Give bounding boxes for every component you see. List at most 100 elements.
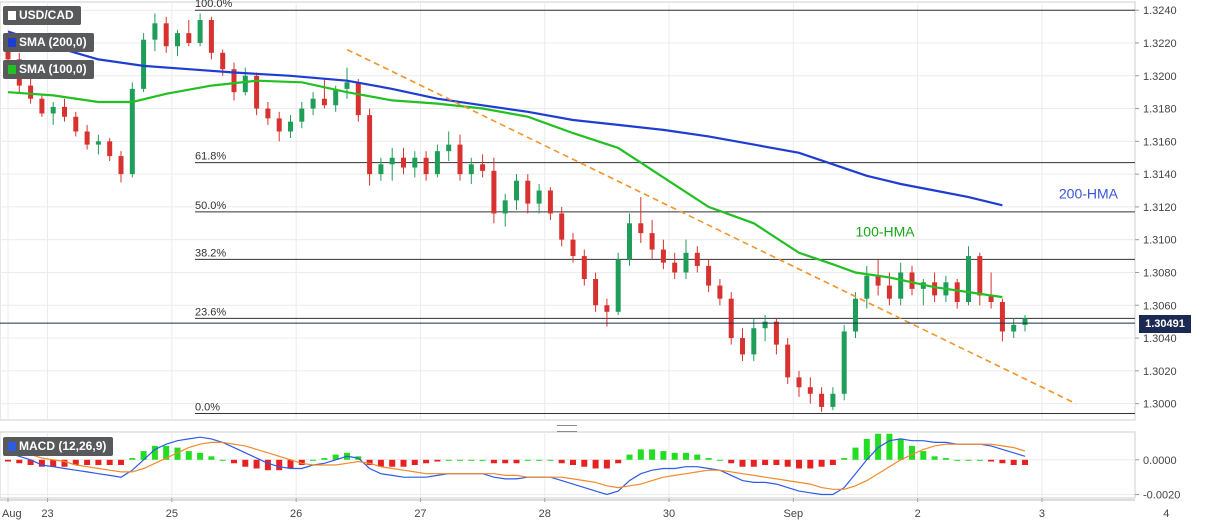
macd-histogram-bar [739, 459, 746, 467]
hma-annotation: 200-HMA [1059, 186, 1119, 202]
resistance-trendline [346, 48, 1077, 405]
candle-body [73, 116, 79, 132]
macd-histogram-bar [502, 459, 509, 464]
candle-body [954, 282, 960, 302]
fib-level-label: 50.0% [195, 200, 226, 212]
candle-body [875, 275, 881, 286]
macd-histogram-bar [773, 459, 780, 465]
macd-histogram-bar [999, 459, 1006, 464]
x-tick-label: Sep [784, 508, 804, 520]
macd-histogram-bar [705, 458, 712, 460]
x-tick-label: 25 [166, 508, 178, 520]
sma200-swatch-icon [8, 38, 16, 47]
candle-body [84, 131, 90, 145]
candle-body [265, 108, 271, 119]
macd-histogram-bar [50, 459, 57, 467]
candle-body [62, 106, 67, 117]
macd-histogram-bar [988, 459, 995, 462]
candle-body [841, 331, 847, 394]
sma200-badge[interactable]: SMA (200,0) [3, 33, 94, 52]
macd-histogram-bar [920, 451, 927, 460]
macd-histogram-bar [264, 459, 271, 471]
candle-body [152, 23, 158, 40]
candle-body [208, 20, 214, 53]
hma100-line [7, 79, 1003, 299]
x-tick-label: Aug [2, 508, 22, 520]
macd-histogram-bar [954, 459, 961, 461]
macd-histogram-bar [796, 459, 802, 469]
macd-histogram-bar [513, 459, 520, 464]
macd-histogram-bar [174, 447, 181, 460]
x-tick-label: 30 [663, 508, 675, 520]
macd-histogram-bar [807, 459, 814, 469]
macd-histogram-bar [671, 452, 678, 460]
candle-body [570, 239, 576, 257]
candle-body [638, 223, 644, 234]
y-tick-label: 1.3220 [1143, 38, 1177, 50]
candle-body [886, 285, 892, 299]
candle-body [999, 301, 1005, 332]
candle-body [627, 223, 632, 260]
symbol-badge[interactable]: USD/CAD [3, 6, 81, 25]
y-tick-label: 1.3040 [1143, 333, 1177, 345]
x-tick-label: 2 [915, 508, 921, 520]
hma200-line [7, 30, 1003, 207]
macd-histogram-bar [683, 452, 689, 460]
y-tick-label: 1.3180 [1143, 104, 1177, 116]
candle-body [5, 49, 11, 60]
candle-body [728, 298, 734, 339]
candle-body [593, 279, 599, 306]
fib-level-label: 23.6% [195, 306, 226, 318]
candle-body [864, 275, 870, 299]
candle-body [932, 282, 938, 296]
candle-body [830, 393, 836, 407]
macd-histogram-bar [581, 459, 588, 467]
candle-body [141, 39, 147, 89]
candle-body [242, 75, 248, 93]
sma100-badge[interactable]: SMA (100,0) [3, 60, 94, 79]
macd-histogram-bar [716, 459, 723, 461]
pane-resize-handle[interactable] [557, 425, 577, 432]
macd-histogram-bar [197, 452, 204, 460]
candle-body [796, 377, 802, 388]
macd-histogram-bar [140, 451, 147, 460]
x-tick-label: 28 [539, 508, 551, 520]
candle-body [480, 164, 486, 171]
macd-label: MACD (12,26,9) [19, 439, 107, 453]
macd-badge[interactable]: MACD (12,26,9) [3, 437, 114, 456]
x-tick-label: 26 [290, 508, 302, 520]
macd-histogram-bar [253, 459, 260, 469]
macd-histogram-bar [592, 459, 599, 469]
candle-body [740, 338, 745, 355]
macd-histogram-bar [750, 459, 757, 467]
macd-histogram-bar [841, 458, 848, 460]
macd-pane [0, 431, 1136, 499]
symbol-label: USD/CAD [19, 8, 74, 22]
macd-histogram-bar [728, 459, 735, 464]
macd-histogram-bar [61, 459, 68, 467]
candle-body [762, 321, 768, 329]
candle-body [559, 213, 565, 240]
fib-level-label: 38.2% [195, 247, 226, 259]
candle-body [649, 233, 655, 250]
candle-body [220, 52, 226, 70]
macd-histogram-bar [332, 454, 339, 460]
fib-level-label: 100.0% [195, 0, 233, 10]
fib-level-label: 61.8% [195, 151, 226, 163]
macd-histogram-bar [931, 456, 938, 460]
candle-body [581, 256, 587, 280]
x-tick-label: 4 [1163, 508, 1169, 520]
y-tick-label: 1.3140 [1143, 169, 1177, 181]
current-price-badge: 1.30491 [1139, 315, 1191, 333]
candle-body [909, 272, 915, 289]
macd-y-tick-label: 0.0000 [1143, 455, 1177, 467]
macd-histogram-bar [185, 451, 192, 460]
candle-body [694, 252, 700, 266]
macd-histogram-bar [637, 449, 644, 460]
candle-body [977, 256, 983, 296]
macd-histogram-bar [536, 459, 543, 461]
y-tick-label: 1.3240 [1143, 5, 1177, 17]
candle-body [423, 157, 429, 175]
